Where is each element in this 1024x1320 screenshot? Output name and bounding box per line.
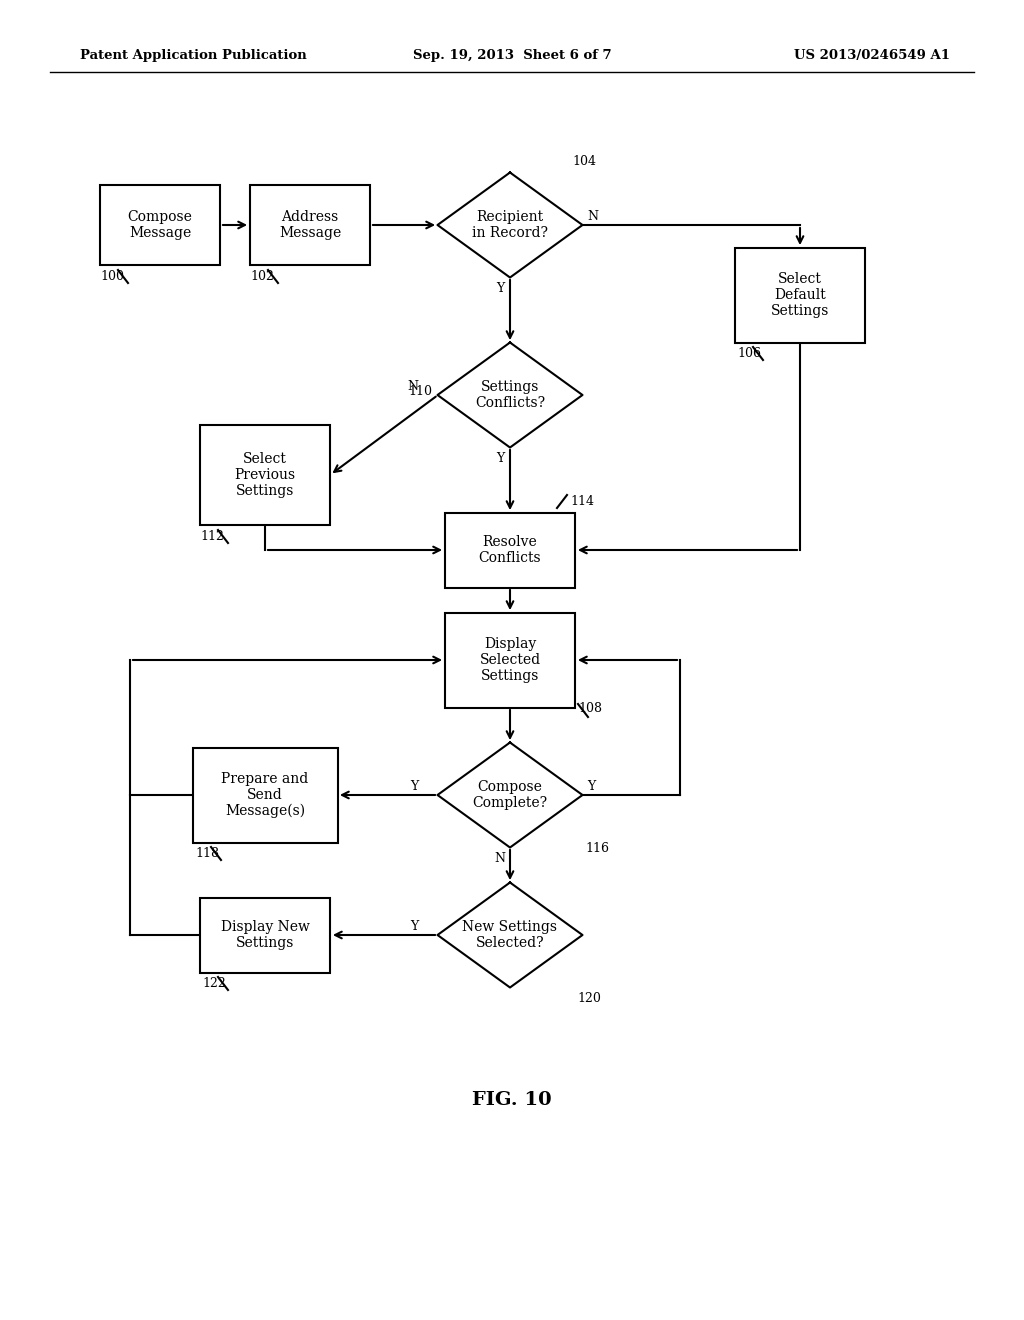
Bar	[445, 512, 575, 587]
Text: 100: 100	[100, 271, 124, 282]
Text: 122: 122	[202, 977, 225, 990]
Text: Y: Y	[496, 451, 504, 465]
Text: 104: 104	[572, 154, 596, 168]
Text: Y: Y	[410, 780, 418, 793]
Text: Y: Y	[410, 920, 418, 933]
Text: Address
Message: Address Message	[279, 210, 341, 240]
Text: Display
Selected
Settings: Display Selected Settings	[479, 636, 541, 684]
Bar	[100, 185, 220, 265]
Bar	[250, 185, 370, 265]
Bar	[200, 425, 330, 525]
Polygon shape	[437, 342, 583, 447]
Bar	[193, 747, 338, 842]
Bar	[445, 612, 575, 708]
Text: 106: 106	[737, 347, 761, 360]
Text: Select
Default
Settings: Select Default Settings	[771, 272, 829, 318]
Text: N: N	[495, 851, 506, 865]
Polygon shape	[437, 883, 583, 987]
Text: Y: Y	[587, 780, 595, 793]
Text: 110: 110	[408, 385, 432, 399]
Bar	[200, 898, 330, 973]
Text: Compose
Message: Compose Message	[128, 210, 193, 240]
Text: N: N	[587, 210, 598, 223]
Text: Y: Y	[496, 282, 504, 294]
Text: Display New
Settings: Display New Settings	[220, 920, 309, 950]
Text: US 2013/0246549 A1: US 2013/0246549 A1	[794, 49, 950, 62]
Text: Select
Previous
Settings: Select Previous Settings	[234, 451, 296, 498]
Text: Settings
Conflicts?: Settings Conflicts?	[475, 380, 545, 411]
Bar	[735, 248, 865, 342]
Polygon shape	[437, 173, 583, 277]
Text: Prepare and
Send
Message(s): Prepare and Send Message(s)	[221, 772, 308, 818]
Text: Compose
Complete?: Compose Complete?	[472, 780, 548, 810]
Text: 118: 118	[195, 847, 219, 861]
Text: FIG. 10: FIG. 10	[472, 1092, 552, 1109]
Text: 102: 102	[250, 271, 273, 282]
Polygon shape	[437, 742, 583, 847]
Text: Resolve
Conflicts: Resolve Conflicts	[478, 535, 542, 565]
Text: 108: 108	[578, 702, 602, 715]
Text: Recipient
in Record?: Recipient in Record?	[472, 210, 548, 240]
Text: Patent Application Publication: Patent Application Publication	[80, 49, 307, 62]
Text: 120: 120	[577, 993, 601, 1005]
Text: Sep. 19, 2013  Sheet 6 of 7: Sep. 19, 2013 Sheet 6 of 7	[413, 49, 611, 62]
Text: 116: 116	[585, 842, 609, 855]
Text: N: N	[407, 380, 418, 393]
Text: 114: 114	[570, 495, 594, 508]
Text: New Settings
Selected?: New Settings Selected?	[463, 920, 557, 950]
Text: 112: 112	[200, 531, 224, 543]
